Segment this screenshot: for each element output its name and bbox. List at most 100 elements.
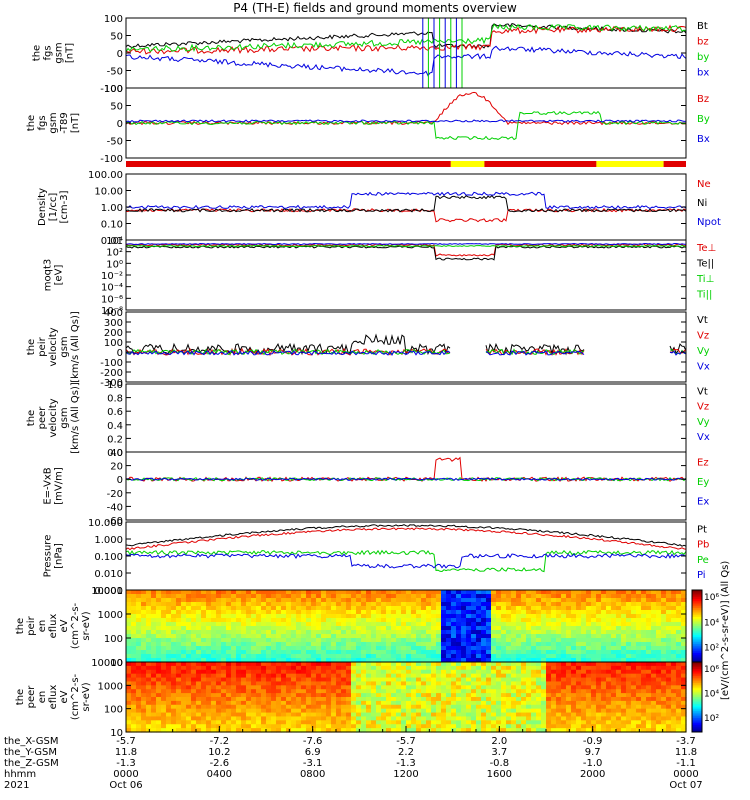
electron-spectrogram-cell — [481, 685, 487, 690]
ion-spectrogram-cell — [551, 638, 557, 643]
ion-spectrogram-cell — [311, 630, 317, 635]
ion-spectrogram-cell — [526, 630, 532, 635]
electron-spectrogram-cell — [181, 716, 187, 721]
electron-spectrogram-cell — [361, 681, 367, 686]
ion-spectrogram-cell — [316, 614, 322, 619]
ion-spectrogram-cell — [431, 642, 437, 647]
electron-spectrogram-cell — [211, 677, 217, 683]
electron-spectrogram-cell — [211, 693, 217, 698]
electron-spectrogram-cell — [216, 669, 222, 675]
ion-spectrogram-cell — [156, 646, 162, 651]
electron-spectrogram-cell — [551, 728, 557, 733]
electron-spectrogram-cell — [361, 712, 367, 718]
ion-spectrogram-cell — [671, 654, 677, 659]
electron-spectrogram-cell — [266, 728, 272, 733]
ion-spectrogram-cell — [436, 658, 442, 663]
ion-spectrogram-cell — [426, 594, 432, 599]
electron-spectrogram-cell — [256, 669, 262, 675]
electron-spectrogram-cell — [256, 712, 262, 718]
electron-spectrogram-cell — [156, 716, 162, 721]
ion-spectrogram-cell — [511, 598, 517, 603]
ion-spectrogram-cell — [151, 590, 157, 595]
ion-spectrogram-cell — [621, 634, 627, 639]
ion-spectrogram-cell — [416, 602, 422, 607]
electron-spectrogram-cell — [476, 665, 482, 671]
ion-spectrogram-cell — [421, 658, 427, 663]
electron-spectrogram-cell — [306, 700, 312, 706]
ion-spectrogram-cell — [676, 590, 682, 595]
ion-spectrogram-cell — [141, 650, 147, 655]
electron-spectrogram-cell — [556, 720, 562, 725]
electron-spectrogram-cell — [396, 665, 402, 671]
ion-spectrogram-cell — [661, 650, 667, 655]
electron-spectrogram-cell — [261, 662, 267, 667]
ion-spectrogram-cell — [196, 614, 202, 619]
electron-spectrogram-cell — [136, 716, 142, 721]
x-col-y-label: 6.9 — [305, 747, 321, 758]
ion-spectrogram-cell — [401, 598, 407, 603]
ion-spectrogram-cell — [276, 650, 282, 655]
x-row-label: 2021 — [4, 780, 29, 791]
ion-spectrogram-cell — [556, 630, 562, 635]
electron-spectrogram-cell — [521, 689, 527, 694]
ion-spectrogram-cell — [626, 614, 632, 619]
electron-spectrogram-cell — [241, 708, 247, 714]
electron-spectrogram-cell — [516, 662, 522, 667]
ion-spectrogram-cell — [476, 610, 482, 615]
electron-spectrogram-cell — [266, 677, 272, 683]
ion-spectrogram-cell — [336, 590, 342, 595]
ion-spectrogram-cell — [256, 602, 262, 607]
electron-spectrogram-cell — [211, 673, 217, 679]
ion-spectrogram-cell — [641, 630, 647, 635]
electron-spectrogram-cell — [541, 665, 547, 671]
electron-spectrogram-cell — [506, 673, 512, 679]
ion-spectrogram-cell — [611, 602, 617, 607]
ion-spectrogram-cell — [126, 642, 132, 647]
electron-spectrogram-cell — [451, 681, 457, 686]
electron-spectrogram-cell — [331, 693, 337, 698]
electron-spectrogram-cell — [516, 693, 522, 698]
ion-spectrogram-cell — [221, 610, 227, 615]
electron-spectrogram-cell — [381, 693, 387, 698]
electron-spectrogram-cell — [181, 665, 187, 671]
electron-spectrogram-cell — [176, 728, 182, 733]
electron-spectrogram-cell — [286, 685, 292, 690]
electron-spectrogram-cell — [361, 669, 367, 675]
ion-spectrogram-cell — [336, 654, 342, 659]
ion-spectrogram-cell — [461, 590, 467, 595]
x-col-y-label: 10.2 — [208, 747, 230, 758]
electron-spectrogram-cell — [141, 704, 147, 710]
ion-colorbar-step — [692, 642, 702, 645]
electron-spectrogram-cell — [561, 681, 567, 686]
electron-spectrogram-cell — [651, 673, 657, 679]
electron-spectrogram-cell — [516, 673, 522, 679]
ion-spectrogram-cell — [181, 634, 187, 639]
ion-spectrogram-cell — [201, 642, 207, 647]
electron-spectrogram-cell — [511, 669, 517, 675]
ion-spectrogram-cell — [211, 646, 217, 651]
ion-spectrogram-cell — [656, 594, 662, 599]
electron-spectrogram-cell — [451, 669, 457, 675]
ion-spectrogram-cell — [376, 614, 382, 619]
electron-spectrogram-cell — [396, 662, 402, 667]
ion-spectrogram-cell — [341, 630, 347, 635]
ion-spectrogram-cell — [171, 658, 177, 663]
ion-spectrogram-cell — [326, 650, 332, 655]
electron-spectrogram-cell — [516, 689, 522, 694]
electron-spectrogram-cell — [141, 689, 147, 694]
ion-spectrogram-cell — [151, 598, 157, 603]
ion-spectrogram-cell — [526, 634, 532, 639]
ion-spectrogram-cell — [336, 630, 342, 635]
electron-spectrogram-cell — [316, 689, 322, 694]
ion-spectrogram-cell — [546, 638, 552, 643]
electron-spectrogram-cell — [606, 693, 612, 698]
electron-spectrogram-cell — [396, 728, 402, 733]
ion-spectrogram-cell — [366, 626, 372, 631]
electron-spectrogram-cell — [206, 720, 212, 725]
ion-spectrogram-cell — [271, 634, 277, 639]
electron-spectrogram-cell — [206, 712, 212, 718]
electron-spectrogram-cell — [421, 720, 427, 725]
electron-spectrogram-cell — [126, 704, 132, 710]
electron-spectrogram-cell — [611, 693, 617, 698]
electron-spectrogram-cell — [306, 720, 312, 725]
